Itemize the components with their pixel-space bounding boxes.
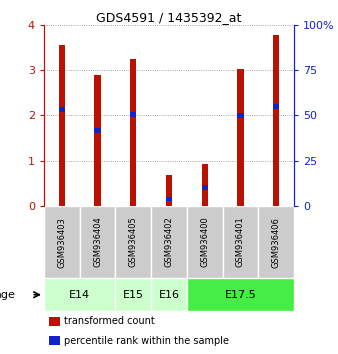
Bar xyxy=(130,59,137,206)
Bar xyxy=(273,35,280,206)
Bar xyxy=(49,317,60,326)
Text: GSM936401: GSM936401 xyxy=(236,217,245,267)
Text: GSM936406: GSM936406 xyxy=(272,217,281,268)
Bar xyxy=(115,206,151,278)
Bar xyxy=(187,206,223,278)
Bar xyxy=(201,185,208,190)
Bar xyxy=(94,75,101,206)
Bar xyxy=(166,197,172,201)
Text: E16: E16 xyxy=(159,290,179,300)
Bar xyxy=(115,278,151,311)
Text: transformed count: transformed count xyxy=(64,316,155,326)
Bar xyxy=(44,206,80,278)
Bar xyxy=(94,128,101,132)
Text: GSM936405: GSM936405 xyxy=(129,217,138,267)
Bar xyxy=(201,164,208,206)
Bar xyxy=(258,206,294,278)
Text: GSM936402: GSM936402 xyxy=(165,217,173,267)
Bar xyxy=(58,107,65,112)
Bar xyxy=(273,104,280,109)
Text: E15: E15 xyxy=(123,290,144,300)
Bar xyxy=(44,278,115,311)
Bar xyxy=(80,206,115,278)
Text: E14: E14 xyxy=(69,290,90,300)
Bar xyxy=(237,113,244,118)
Text: E17.5: E17.5 xyxy=(224,290,256,300)
Bar xyxy=(151,278,187,311)
Text: percentile rank within the sample: percentile rank within the sample xyxy=(64,336,229,346)
Text: GSM936400: GSM936400 xyxy=(200,217,209,267)
Bar xyxy=(49,336,60,346)
Bar xyxy=(237,69,244,206)
Bar xyxy=(151,206,187,278)
Text: GSM936404: GSM936404 xyxy=(93,217,102,267)
Bar xyxy=(187,278,294,311)
Bar xyxy=(166,175,172,206)
Title: GDS4591 / 1435392_at: GDS4591 / 1435392_at xyxy=(96,11,242,24)
Text: GSM936403: GSM936403 xyxy=(57,217,66,268)
Bar xyxy=(58,45,65,206)
Bar xyxy=(223,206,258,278)
Text: age: age xyxy=(0,290,15,300)
Bar xyxy=(130,112,137,117)
